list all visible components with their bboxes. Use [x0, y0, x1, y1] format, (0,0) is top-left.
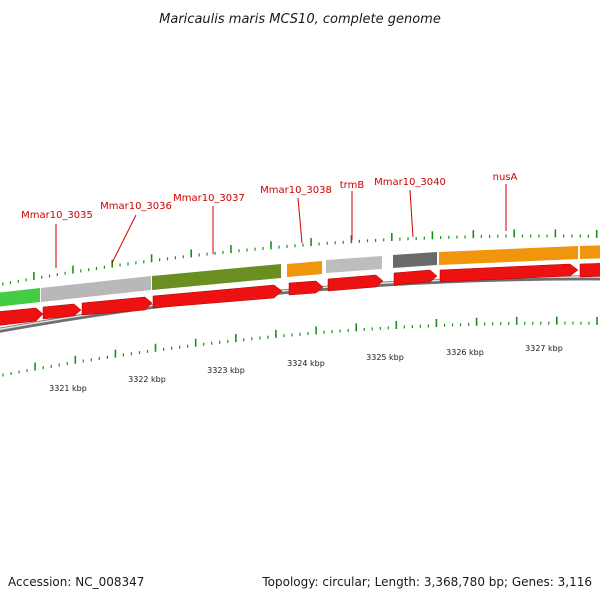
gene-arrow-9[interactable]	[579, 263, 600, 278]
upper-gene-orange-3[interactable]	[580, 245, 600, 259]
callout-line-6	[409, 189, 414, 238]
kbp-label: 3327 kbp	[525, 344, 563, 353]
gene-label[interactable]: Mmar10_3036	[100, 201, 172, 212]
gene-arrow-5[interactable]	[288, 280, 324, 296]
upper-gene-light-grey-2[interactable]	[326, 256, 382, 273]
upper-gene-green[interactable]	[0, 288, 40, 307]
kbp-scale-labels: 3321 kbp 3322 kbp 3323 kbp 3324 kbp 3325…	[49, 344, 563, 393]
gene-labels: Mmar10_3035 Mmar10_3036 Mmar10_3037 Mmar…	[21, 172, 517, 221]
upper-gene-orange-1[interactable]	[287, 261, 322, 277]
callout-line-4	[297, 197, 303, 244]
upper-gene-olive[interactable]	[152, 264, 281, 290]
gene-label[interactable]: trmB	[340, 180, 365, 191]
callout-line-2	[111, 214, 137, 264]
kbp-label: 3321 kbp	[49, 384, 87, 393]
genome-summary-label: Topology: circular; Length: 3,368,780 bp…	[261, 575, 592, 589]
gene-callouts	[55, 184, 507, 268]
lower-tick-track	[2, 316, 598, 377]
gene-arrow-1[interactable]	[0, 307, 44, 326]
gene-label[interactable]: Mmar10_3035	[21, 210, 93, 221]
gene-label[interactable]: Mmar10_3037	[173, 193, 245, 204]
gene-arrow-8[interactable]	[439, 263, 579, 283]
gene-arrow-4[interactable]	[152, 284, 283, 309]
accession-label: Accession: NC_008347	[8, 575, 144, 589]
upper-gene-light-grey[interactable]	[41, 276, 151, 302]
map-title: Maricaulis maris MCS10, complete genome	[159, 12, 441, 27]
upper-gene-dark-grey[interactable]	[393, 252, 437, 268]
gene-arrow-3[interactable]	[81, 296, 153, 316]
gene-label[interactable]: Mmar10_3040	[374, 177, 446, 188]
forward-gene-track	[0, 263, 600, 326]
gene-arrow-2[interactable]	[42, 303, 82, 320]
upper-tick-track	[2, 229, 598, 286]
gene-arrow-7[interactable]	[393, 269, 438, 286]
gene-arrow-6[interactable]	[327, 274, 384, 292]
kbp-label: 3326 kbp	[446, 348, 484, 357]
kbp-label: 3325 kbp	[366, 353, 404, 362]
upper-gene-orange-2[interactable]	[439, 246, 578, 265]
gene-label[interactable]: nusA	[493, 172, 518, 183]
upper-gene-track	[0, 245, 600, 307]
gene-label[interactable]: Mmar10_3038	[260, 185, 332, 196]
kbp-label: 3322 kbp	[128, 375, 166, 384]
kbp-label: 3324 kbp	[287, 359, 325, 368]
kbp-label: 3323 kbp	[207, 366, 245, 375]
